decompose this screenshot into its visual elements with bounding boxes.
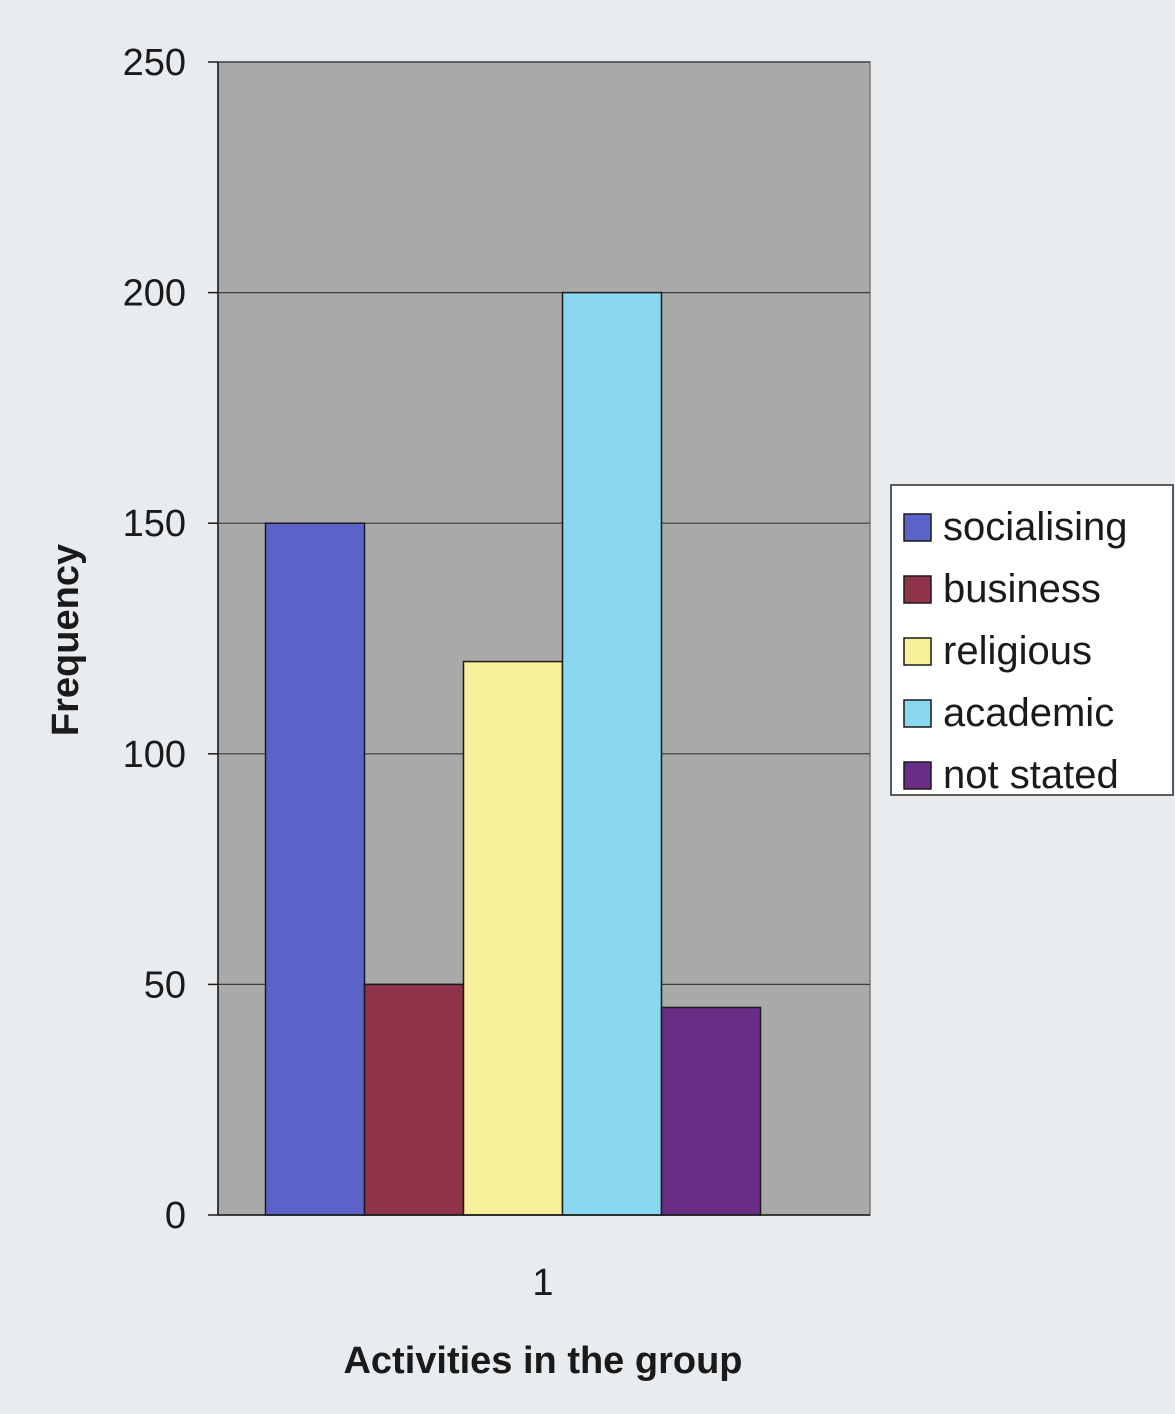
- legend-label: not stated: [943, 753, 1119, 797]
- legend-label: business: [943, 567, 1101, 611]
- legend-swatch: [903, 699, 932, 728]
- bar-academic: [561, 291, 663, 1216]
- legend-swatch: [903, 637, 932, 666]
- y-tick-label: 100: [123, 734, 186, 776]
- y-tick-label: 0: [165, 1195, 186, 1237]
- x-axis-label: Activities in the group: [343, 1340, 742, 1382]
- legend-box: [890, 484, 1174, 796]
- y-tick-label: 250: [123, 42, 186, 84]
- legend-label: socialising: [943, 505, 1128, 549]
- y-tick-label: 150: [123, 503, 186, 545]
- y-tick-label: 50: [144, 964, 186, 1006]
- y-tick-label: 200: [123, 273, 186, 315]
- legend-label: academic: [943, 691, 1114, 735]
- bar-religious: [462, 660, 564, 1216]
- bar-not-stated: [660, 1006, 762, 1216]
- bar-socialising: [264, 522, 366, 1216]
- legend-swatch: [903, 761, 932, 790]
- x-tick-label: 1: [532, 1262, 553, 1304]
- axes: 0 50 100 150 200 250 1: [123, 42, 870, 1304]
- bar-business: [363, 983, 465, 1216]
- bars: [264, 291, 762, 1216]
- legend-label: religious: [943, 629, 1092, 673]
- y-axis-label: Frequency: [45, 544, 87, 736]
- legend-swatch: [903, 513, 932, 542]
- legend-swatch: [903, 575, 932, 604]
- legend: socialising business religious academic not …: [890, 484, 1174, 797]
